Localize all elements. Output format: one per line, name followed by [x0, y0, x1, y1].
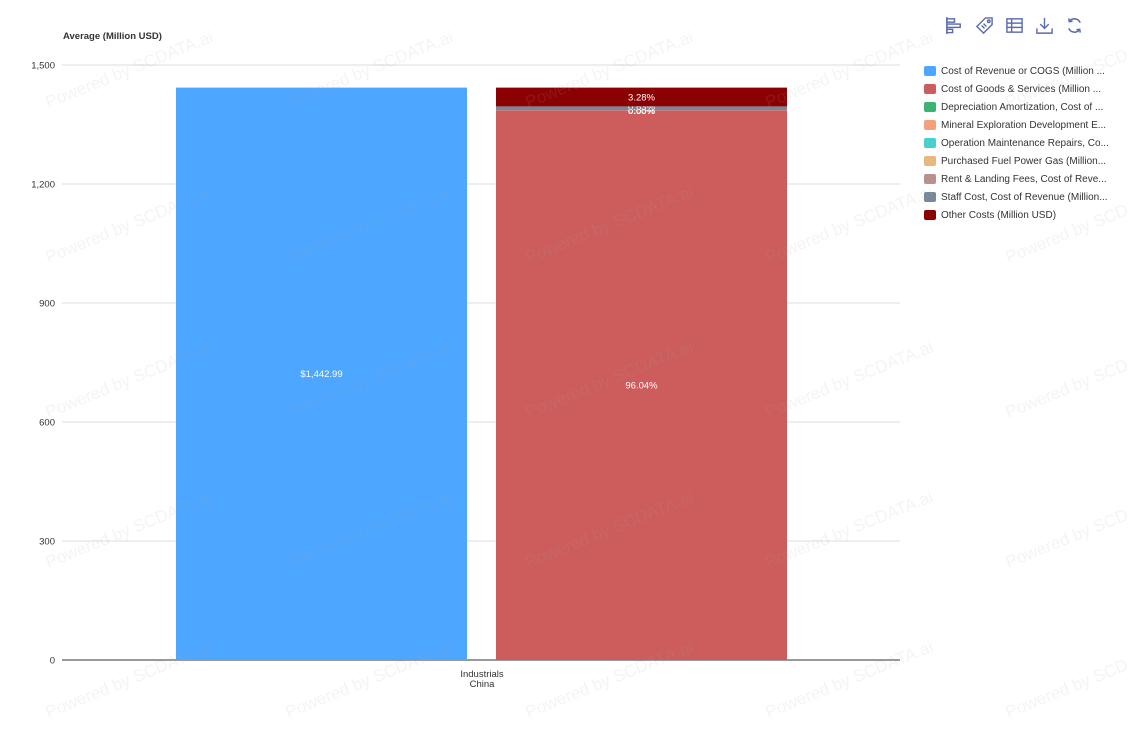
legend-swatch — [924, 174, 936, 184]
x-category-label: China — [470, 679, 496, 690]
legend-swatch — [924, 102, 936, 112]
legend-item[interactable]: Cost of Revenue or COGS (Million ... — [924, 62, 1124, 80]
bar-chart-icon[interactable] — [944, 14, 964, 36]
legend-item[interactable]: Depreciation Amortization, Cost of ... — [924, 98, 1124, 116]
legend-item[interactable]: Operation Maintenance Repairs, Co... — [924, 134, 1124, 152]
legend-swatch — [924, 138, 936, 148]
legend-swatch — [924, 120, 936, 130]
legend-label: Cost of Goods & Services (Million ... — [941, 84, 1101, 95]
y-tick-label: 1,200 — [31, 180, 55, 191]
legend-swatch — [924, 84, 936, 94]
data-label: $1,442.99 — [300, 369, 342, 380]
legend-swatch — [924, 192, 936, 202]
table-icon[interactable] — [1004, 14, 1024, 36]
data-label: 3.28% — [628, 93, 655, 104]
refresh-icon[interactable] — [1064, 14, 1084, 36]
tag-icon[interactable] — [974, 14, 994, 36]
data-label: 96.04% — [625, 381, 658, 392]
legend-item[interactable]: Other Costs (Million USD) — [924, 206, 1124, 224]
legend-label: Mineral Exploration Development E... — [941, 120, 1106, 131]
legend-swatch — [924, 66, 936, 76]
legend-swatch — [924, 156, 936, 166]
legend-label: Depreciation Amortization, Cost of ... — [941, 102, 1103, 113]
y-tick-label: 300 — [39, 537, 55, 548]
chart-toolbar — [944, 14, 1084, 36]
legend-label: Purchased Fuel Power Gas (Million... — [941, 156, 1106, 167]
chart-legend: Cost of Revenue or COGS (Million ... Cost… — [924, 62, 1124, 224]
legend-label: Rent & Landing Fees, Cost of Reve... — [941, 174, 1107, 185]
y-tick-label: 0 — [50, 656, 55, 667]
y-tick-label: 1,500 — [31, 61, 55, 72]
y-tick-label: 900 — [39, 299, 55, 310]
legend-label: Operation Maintenance Repairs, Co... — [941, 138, 1109, 149]
legend-item[interactable]: Cost of Goods & Services (Million ... — [924, 80, 1124, 98]
legend-item[interactable]: Staff Cost, Cost of Revenue (Million... — [924, 188, 1124, 206]
legend-swatch — [924, 210, 936, 220]
legend-label: Other Costs (Million USD) — [941, 210, 1056, 221]
legend-label: Cost of Revenue or COGS (Million ... — [941, 66, 1105, 77]
legend-item[interactable]: Rent & Landing Fees, Cost of Reve... — [924, 170, 1124, 188]
legend-item[interactable]: Purchased Fuel Power Gas (Million... — [924, 152, 1124, 170]
legend-item[interactable]: Mineral Exploration Development E... — [924, 116, 1124, 134]
y-axis-title: Average (Million USD) — [63, 31, 162, 42]
download-icon[interactable] — [1034, 14, 1054, 36]
y-tick-label: 600 — [39, 418, 55, 429]
legend-label: Staff Cost, Cost of Revenue (Million... — [941, 192, 1108, 203]
